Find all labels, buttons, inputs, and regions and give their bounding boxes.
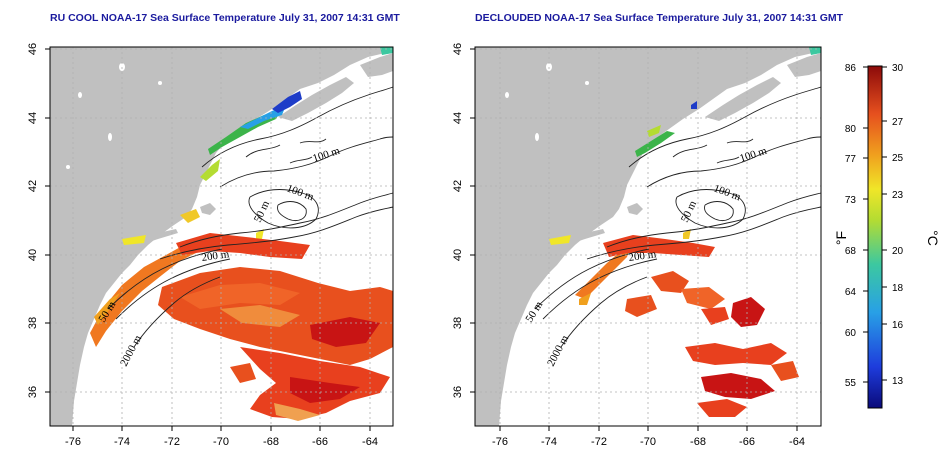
fahrenheit-tick-label: 60: [845, 328, 857, 339]
y-tick-label: 38: [27, 317, 39, 329]
axis-ticks: [470, 48, 798, 431]
y-tick-label: 42: [452, 180, 464, 192]
x-tick-label: -72: [591, 436, 607, 448]
fahrenheit-tick-label: 86: [845, 63, 857, 74]
x-tick-labels: -76 -74 -72 -70 -68 -66 -64: [65, 436, 378, 448]
land-mass: [50, 47, 385, 426]
y-tick-label: 38: [452, 317, 464, 329]
celsius-tick-label: 16: [892, 320, 904, 331]
fahrenheit-tick-label: 73: [845, 195, 857, 206]
bathymetry-contours: [534, 86, 822, 348]
y-tick-label: 36: [27, 386, 39, 398]
celsius-tick-labels: 30 27 25 23 20 18 16 13: [892, 63, 904, 387]
celsius-unit-label: °C: [925, 230, 941, 246]
map-title: RU COOL NOAA-17 Sea Surface Temperature …: [50, 12, 400, 24]
y-tick-label: 36: [452, 386, 464, 398]
bathymetry-contours: [107, 86, 394, 348]
x-tick-label: -76: [492, 436, 508, 448]
x-tick-label: -66: [739, 436, 755, 448]
x-tick-label: -74: [114, 436, 130, 448]
fahrenheit-tick-labels: 86 80 77 73 68 64 60 55: [845, 63, 857, 389]
celsius-tick-label: 18: [892, 283, 904, 294]
x-tick-label: -76: [65, 436, 81, 448]
x-tick-labels: -76 -74 -72 -70 -68 -66 -64: [492, 436, 805, 448]
sst-pixels: [90, 47, 393, 421]
nova-scotia: [705, 77, 781, 121]
sst-pixels: [549, 47, 821, 417]
temperature-colorbar: 86 80 77 73 68 64 60 55 30 27 25 23 20 1…: [833, 63, 941, 409]
nova-scotia: [278, 77, 354, 121]
x-tick-label: -74: [541, 436, 557, 448]
axis-ticks: [45, 48, 371, 431]
x-tick-label: -66: [312, 436, 328, 448]
raw-sst-map: RU COOL NOAA-17 Sea Surface Temperature …: [27, 12, 400, 448]
y-tick-label: 44: [27, 112, 39, 124]
graticule: [50, 47, 393, 426]
x-tick-label: -72: [164, 436, 180, 448]
map-title: DECLOUDED NOAA-17 Sea Surface Temperatur…: [475, 12, 844, 24]
x-tick-label: -70: [213, 436, 229, 448]
x-tick-label: -68: [263, 436, 279, 448]
celsius-tick-label: 20: [892, 246, 904, 257]
fahrenheit-tick-label: 80: [845, 124, 857, 135]
y-tick-label: 46: [27, 43, 39, 55]
fahrenheit-unit-label: °F: [833, 231, 849, 245]
x-tick-label: -68: [690, 436, 706, 448]
contour-label: 200 m: [201, 248, 231, 264]
x-tick-label: -64: [789, 436, 805, 448]
y-tick-labels: 46 44 42 40 38 36: [452, 43, 464, 398]
declouded-sst-map: DECLOUDED NOAA-17 Sea Surface Temperatur…: [452, 12, 844, 448]
y-tick-labels: 46 44 42 40 38 36: [27, 43, 39, 398]
fahrenheit-tick-label: 77: [845, 154, 857, 165]
celsius-tick-label: 27: [892, 117, 904, 128]
y-tick-label: 42: [27, 180, 39, 192]
y-tick-label: 40: [27, 249, 39, 261]
cape-breton: [787, 53, 821, 77]
x-tick-label: -64: [362, 436, 378, 448]
fahrenheit-tick-label: 68: [845, 246, 857, 257]
cape-cod: [627, 203, 643, 215]
fahrenheit-tick-label: 55: [845, 378, 857, 389]
graticule: [475, 47, 821, 426]
celsius-tick-label: 25: [892, 153, 904, 164]
cape-breton: [360, 53, 393, 77]
contour-label: 200 m: [628, 248, 658, 264]
y-tick-label: 44: [452, 112, 464, 124]
x-tick-label: -70: [640, 436, 656, 448]
fahrenheit-tick-label: 64: [845, 287, 857, 298]
celsius-tick-label: 30: [892, 63, 904, 74]
celsius-tick-label: 23: [892, 190, 904, 201]
cape-cod: [200, 203, 216, 215]
colorbar-ticks: [863, 66, 887, 383]
land-mass: [475, 47, 813, 426]
celsius-tick-label: 13: [892, 376, 904, 387]
y-tick-label: 46: [452, 43, 464, 55]
colorbar-gradient: [867, 65, 883, 409]
y-tick-label: 40: [452, 249, 464, 261]
